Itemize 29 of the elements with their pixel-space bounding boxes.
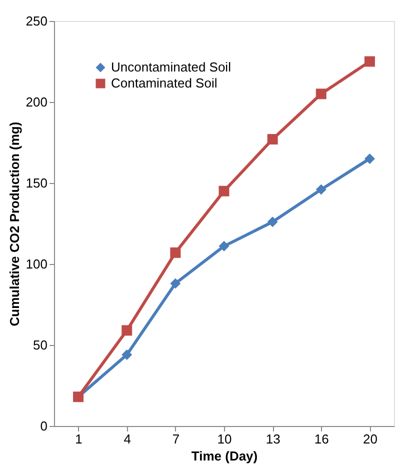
x-tick-label: 4	[124, 432, 131, 446]
y-tick-label: 100	[26, 256, 48, 272]
point	[316, 184, 326, 195]
x-tick-label: 16	[314, 432, 329, 446]
point	[267, 216, 278, 228]
point	[122, 349, 132, 360]
x-tick-label: 13	[266, 432, 280, 446]
x-tick-label: 7	[172, 432, 180, 446]
y-axis-title: Cumulative CO2 Production (mg)	[6, 122, 22, 326]
point	[170, 278, 181, 289]
point	[316, 88, 326, 100]
x-axis-title: Time (Day)	[191, 448, 258, 464]
y-tick-label: 0	[40, 418, 48, 434]
point	[267, 134, 278, 145]
point	[170, 247, 181, 258]
point	[122, 325, 132, 336]
legend-label: Contaminated Soil	[111, 76, 218, 90]
y-tick-label: 250	[26, 14, 48, 28]
point	[218, 240, 230, 252]
point	[218, 186, 230, 196]
y-tick-label: 150	[26, 176, 48, 190]
x-tick-label: 10	[217, 432, 232, 446]
x-tick-label: 1	[75, 432, 82, 446]
y-tick-label: 50	[33, 338, 48, 352]
legend-label: Uncontaminated Soil	[111, 60, 232, 74]
point	[364, 56, 375, 67]
x-tick-label: 20	[362, 432, 378, 446]
point	[364, 153, 375, 164]
y-tick-label: 200	[26, 94, 48, 110]
